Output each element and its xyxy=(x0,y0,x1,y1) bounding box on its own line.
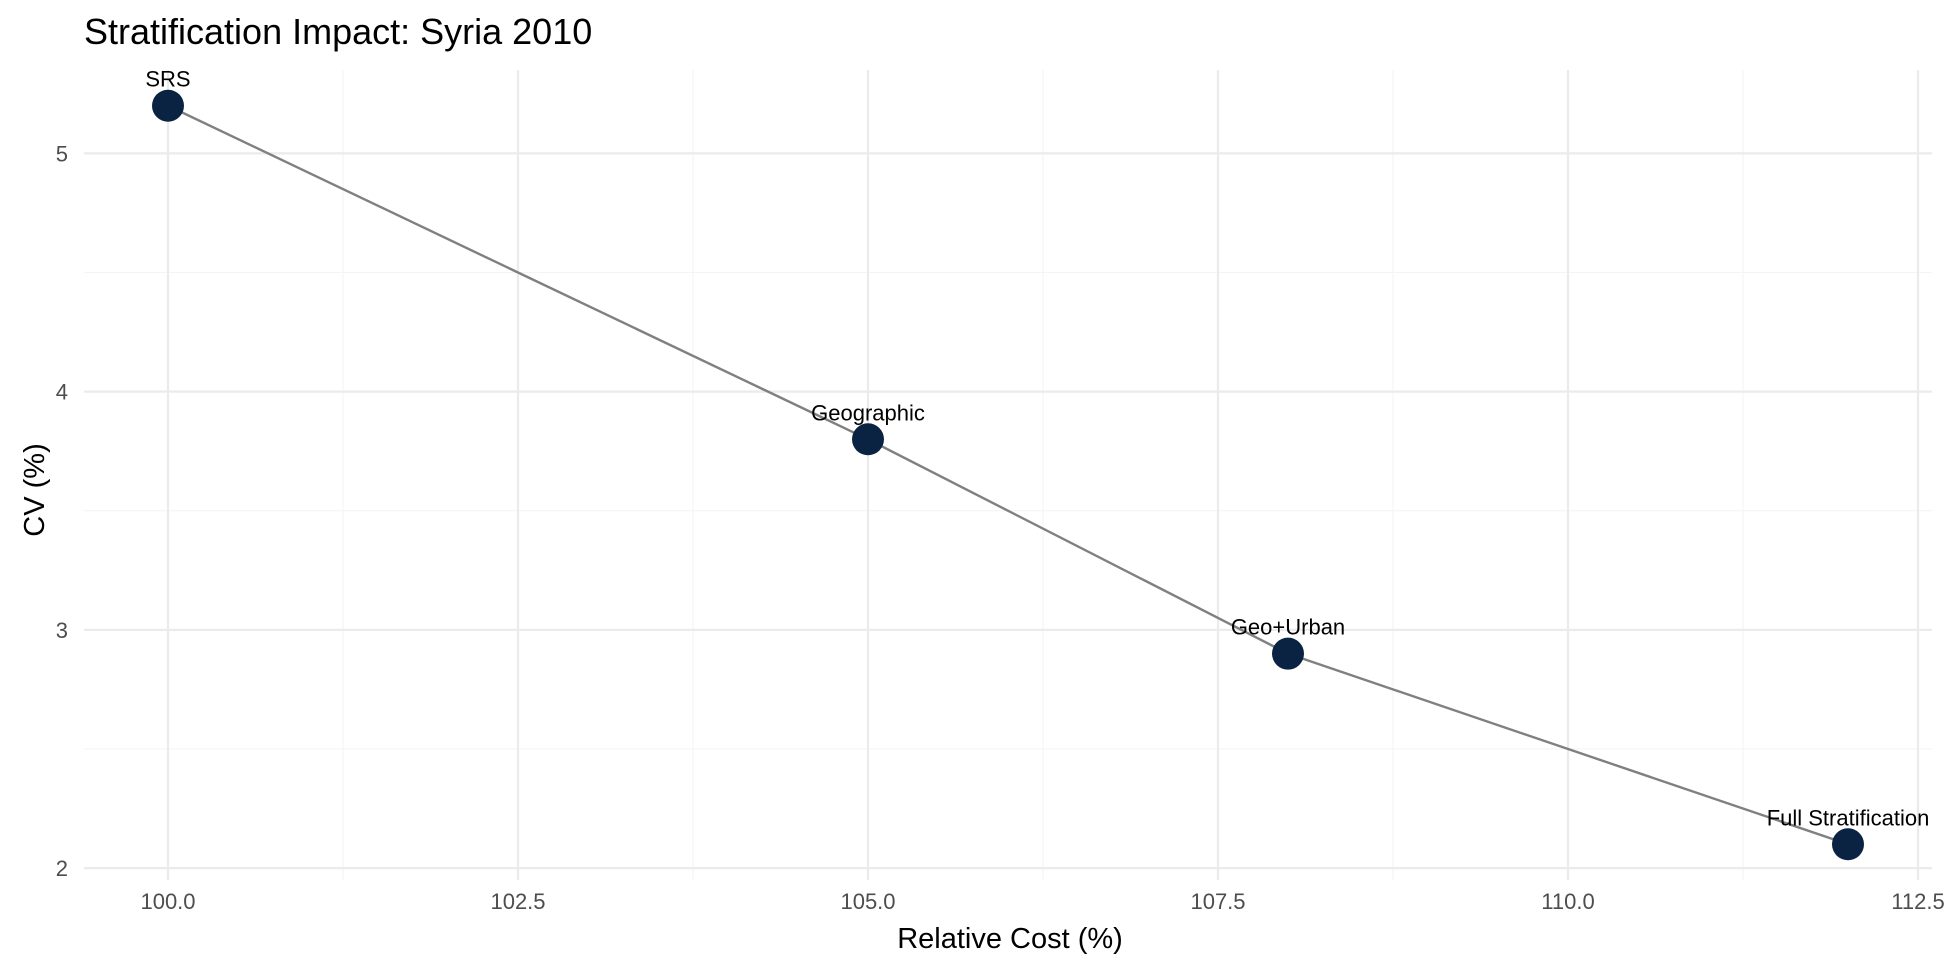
y-tick-label: 4 xyxy=(56,380,68,405)
x-axis-title: Relative Cost (%) xyxy=(897,923,1123,955)
x-tick-label: 107.5 xyxy=(1190,889,1245,914)
x-tick-label: 100.0 xyxy=(140,889,195,914)
x-tick-label: 102.5 xyxy=(490,889,545,914)
data-point-layer xyxy=(152,89,1864,861)
point-label-layer: SRS Geographic Geo+Urban Full Stratificatio… xyxy=(145,67,1929,831)
data-point-label: Geo+Urban xyxy=(1231,615,1345,640)
y-tick-label: 2 xyxy=(56,856,68,881)
data-point-label: SRS xyxy=(145,67,190,92)
data-point xyxy=(852,423,884,456)
y-tick-label: 3 xyxy=(56,618,68,643)
data-point xyxy=(1272,637,1304,670)
series-line-layer xyxy=(167,104,1849,846)
y-tick-label: 5 xyxy=(56,141,68,166)
grid-layer xyxy=(84,70,1932,880)
series-line xyxy=(167,104,1849,846)
data-point-label: Geographic xyxy=(811,400,925,425)
x-tick-label: 110.0 xyxy=(1541,889,1594,914)
data-point xyxy=(1832,828,1864,861)
data-point-label: Full Stratification xyxy=(1767,805,1930,830)
x-tick-label: 112.5 xyxy=(1891,889,1944,914)
y-axis-title: CV (%) xyxy=(19,443,51,536)
x-tick-labels: 100.0 102.5 105.0 107.5 110.0 112.5 xyxy=(140,889,1944,914)
x-tick-label: 105.0 xyxy=(840,889,895,914)
data-point xyxy=(152,89,184,122)
chart-title: Stratification Impact: Syria 2010 xyxy=(84,11,592,52)
y-tick-labels: 2 3 4 5 xyxy=(56,141,68,881)
